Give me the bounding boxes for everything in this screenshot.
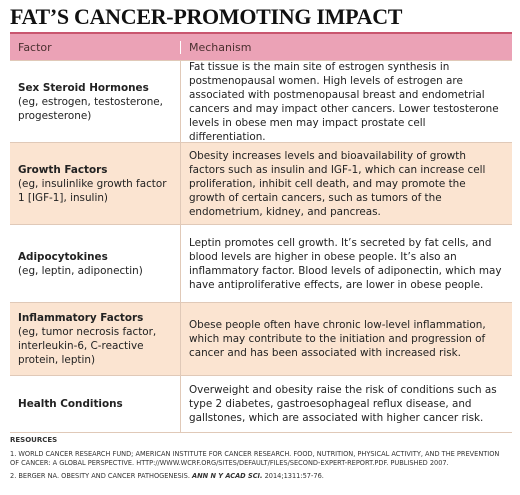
mechanism-text: Obese people often have chronic low-leve… bbox=[189, 319, 486, 359]
mechanism-cell: Obese people often have chronic low-leve… bbox=[180, 303, 512, 375]
reference-text: 1. WORLD CANCER RESEARCH FUND; AMERICAN … bbox=[10, 450, 500, 467]
table-row: Health Conditions Overweight and obesity … bbox=[10, 376, 512, 433]
table-header: Factor Mechanism bbox=[10, 34, 512, 61]
column-header: Mechanism bbox=[180, 40, 512, 54]
mechanism-cell: Fat tissue is the main site of estrogen … bbox=[180, 60, 512, 143]
reference: 2. BERGER NA. OBESITY AND CANCER PATHOGE… bbox=[10, 472, 510, 481]
reference-text: 2014;1311:57-76. bbox=[262, 472, 324, 480]
factor-detail: (eg, insulinlike growth factor 1 [IGF-1]… bbox=[18, 177, 167, 204]
factor-name: Sex Steroid Hormones bbox=[18, 81, 149, 94]
factor-cell: Sex Steroid Hormones (eg, estrogen, testo… bbox=[10, 61, 180, 142]
resources-heading: RESOURCES bbox=[10, 436, 58, 444]
factor-name: Inflammatory Factors bbox=[18, 312, 144, 324]
factor-name: Health Conditions bbox=[18, 398, 123, 410]
column-header: Factor bbox=[18, 40, 52, 54]
factor-detail: (eg, leptin, adiponectin) bbox=[18, 264, 143, 277]
mechanism-text: Leptin promotes cell growth. It’s secret… bbox=[189, 236, 502, 291]
factor-cell: Inflammatory Factors (eg, tumor necrosis … bbox=[10, 303, 180, 375]
factor-detail: (eg, estrogen, testosterone, progesteron… bbox=[18, 95, 163, 122]
factor-cell: Growth Factors (eg, insulinlike growth fa… bbox=[10, 143, 180, 224]
mechanism-text: Overweight and obesity raise the risk of… bbox=[189, 384, 497, 424]
resources: RESOURCES 1. WORLD CANCER RESEARCH FUND;… bbox=[10, 436, 510, 485]
table: Factor Mechanism Sex Steroid Hormones (eg… bbox=[10, 32, 512, 433]
mechanism-cell: Overweight and obesity raise the risk of… bbox=[180, 376, 512, 432]
factor-name: Adipocytokines bbox=[18, 250, 108, 263]
table-row: Inflammatory Factors (eg, tumor necrosis … bbox=[10, 303, 512, 376]
table-row: Adipocytokines (eg, leptin, adiponectin) L… bbox=[10, 225, 512, 303]
factor-name: Growth Factors bbox=[18, 163, 108, 176]
reference-text: 2. BERGER NA. OBESITY AND CANCER PATHOGE… bbox=[10, 472, 193, 480]
factor-cell: Health Conditions bbox=[10, 376, 180, 432]
journal: ANN N Y ACAD SCI. bbox=[192, 472, 263, 480]
table-row: Sex Steroid Hormones (eg, estrogen, testo… bbox=[10, 61, 512, 143]
factor-cell: Adipocytokines (eg, leptin, adiponectin) bbox=[10, 225, 180, 302]
table-row: Growth Factors (eg, insulinlike growth fa… bbox=[10, 143, 512, 225]
reference: 1. WORLD CANCER RESEARCH FUND; AMERICAN … bbox=[10, 450, 510, 468]
title: FAT’S CANCER-PROMOTING IMPACT bbox=[10, 4, 403, 29]
mechanism-cell: Obesity increases levels and bioavailabi… bbox=[180, 143, 512, 224]
mechanism-cell: Leptin promotes cell growth. It’s secret… bbox=[180, 225, 512, 302]
factor-detail: (eg, tumor necrosis factor, interleukin-… bbox=[18, 326, 157, 366]
table-body: Sex Steroid Hormones (eg, estrogen, testo… bbox=[10, 61, 512, 433]
mechanism-text: Obesity increases levels and bioavailabi… bbox=[189, 149, 486, 218]
mechanism-text: Fat tissue is the main site of estrogen … bbox=[189, 60, 499, 143]
